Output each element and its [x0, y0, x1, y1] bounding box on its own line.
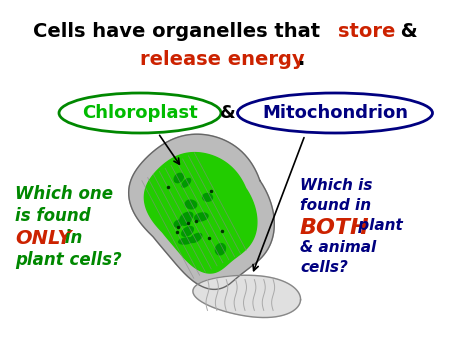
- Ellipse shape: [182, 226, 194, 236]
- Text: .: .: [298, 50, 306, 69]
- Text: ONLY: ONLY: [15, 229, 72, 248]
- Text: in: in: [58, 229, 82, 247]
- Ellipse shape: [174, 173, 184, 183]
- Text: is found: is found: [15, 207, 90, 225]
- Text: found in: found in: [300, 198, 371, 213]
- Text: &: &: [220, 104, 236, 122]
- Text: store: store: [338, 22, 395, 41]
- Ellipse shape: [194, 213, 208, 221]
- Ellipse shape: [182, 178, 191, 187]
- Ellipse shape: [59, 93, 221, 133]
- Text: plant cells?: plant cells?: [15, 251, 122, 269]
- Ellipse shape: [216, 244, 225, 255]
- Polygon shape: [129, 134, 274, 289]
- Text: BOTH: BOTH: [300, 218, 369, 238]
- Text: Which one: Which one: [15, 185, 113, 203]
- Text: Which is: Which is: [300, 178, 373, 193]
- Polygon shape: [193, 275, 301, 317]
- Text: Mitochondrion: Mitochondrion: [262, 104, 408, 122]
- Text: release energy: release energy: [140, 50, 305, 69]
- Text: Cells have organelles that: Cells have organelles that: [33, 22, 327, 41]
- Ellipse shape: [238, 93, 432, 133]
- Text: Chloroplast: Chloroplast: [82, 104, 198, 122]
- Ellipse shape: [181, 216, 191, 225]
- Polygon shape: [144, 152, 257, 273]
- Ellipse shape: [179, 238, 194, 244]
- Ellipse shape: [190, 234, 202, 242]
- Ellipse shape: [185, 200, 197, 209]
- Ellipse shape: [174, 220, 182, 227]
- Ellipse shape: [180, 212, 193, 222]
- Text: & animal: & animal: [300, 240, 376, 255]
- Text: &: &: [394, 22, 418, 41]
- Text: plant: plant: [353, 218, 403, 233]
- Ellipse shape: [202, 193, 212, 201]
- Text: cells?: cells?: [300, 260, 348, 275]
